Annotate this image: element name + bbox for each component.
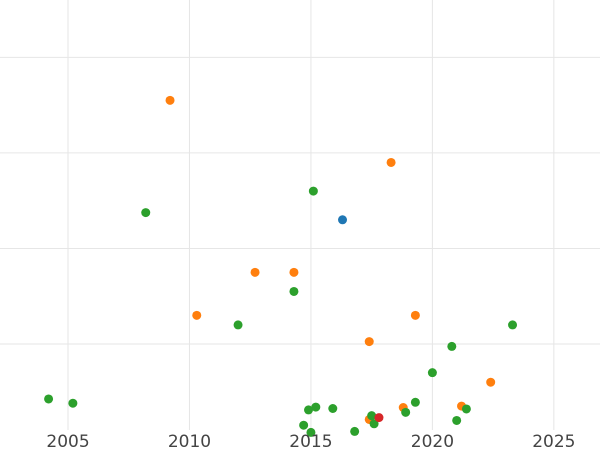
- data-point-s1-5: [447, 341, 457, 351]
- data-point-s0-0: [165, 95, 175, 105]
- x-tick-label-2020: 2020: [411, 432, 454, 450]
- x-tick-label-2015: 2015: [289, 432, 332, 450]
- x-tick-label-2025: 2025: [532, 432, 575, 450]
- data-point-s2-0: [338, 215, 348, 225]
- data-point-s1-16: [452, 415, 462, 425]
- data-point-s1-1: [141, 208, 151, 218]
- data-point-s1-2: [289, 286, 299, 296]
- data-point-s1-13: [367, 411, 377, 421]
- data-point-s1-8: [68, 398, 78, 408]
- data-point-s0-2: [250, 267, 260, 277]
- data-point-s1-4: [508, 320, 518, 330]
- data-point-s1-10: [311, 402, 321, 412]
- data-point-s1-0: [308, 186, 318, 196]
- data-point-s1-14: [401, 407, 411, 417]
- data-point-s1-19: [306, 427, 316, 437]
- grid: [0, 0, 600, 430]
- data-point-s1-3: [233, 320, 243, 330]
- data-point-s3-0: [374, 413, 384, 423]
- data-point-s1-17: [369, 419, 379, 429]
- data-point-s0-1: [386, 157, 396, 167]
- data-point-s0-4: [192, 310, 202, 320]
- data-point-s0-3: [289, 267, 299, 277]
- data-point-s0-5: [410, 310, 420, 320]
- x-axis-ticks: 2005 2010 2015 2020 2025: [46, 432, 575, 450]
- data-point-s1-18: [299, 420, 309, 430]
- data-point-s1-7: [44, 394, 54, 404]
- data-point-s1-11: [304, 405, 314, 415]
- data-point-s1-15: [461, 404, 471, 414]
- data-points: [44, 95, 518, 437]
- data-point-s1-9: [410, 397, 420, 407]
- x-tick-label-2010: 2010: [168, 432, 211, 450]
- x-tick-label-2005: 2005: [46, 432, 89, 450]
- data-point-s0-7: [486, 377, 496, 387]
- data-point-s1-20: [350, 426, 360, 436]
- data-point-s1-6: [427, 368, 437, 378]
- data-point-s1-12: [328, 404, 338, 413]
- data-point-s0-6: [364, 337, 374, 347]
